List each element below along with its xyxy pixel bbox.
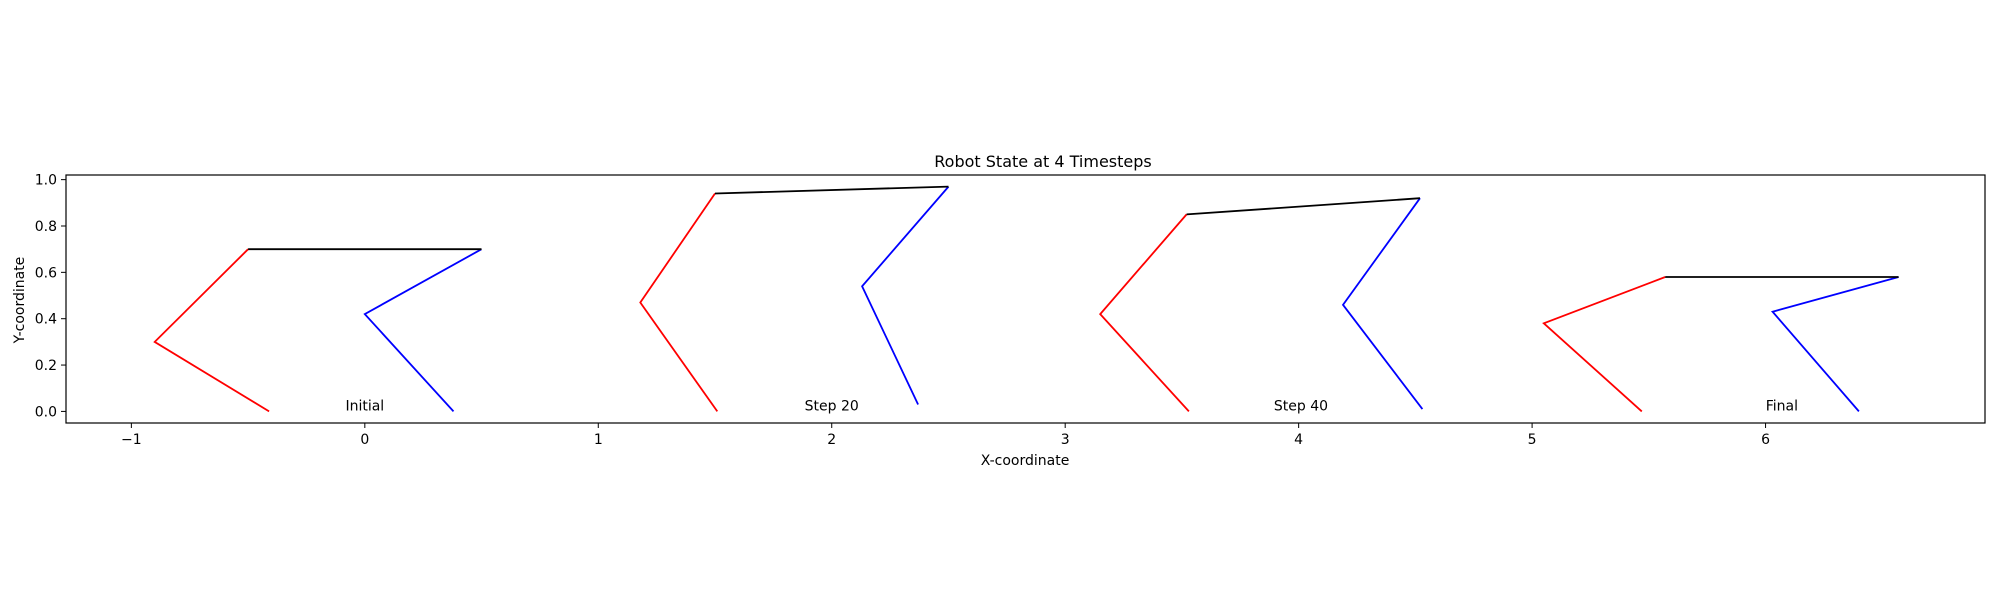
y-tick-label: 1.0 [35,173,57,189]
timestep-label: Initial [345,398,384,414]
x-tick-label: 1 [594,432,603,448]
y-tick-label: 0.6 [35,265,57,281]
timestep-label: Step 40 [1274,398,1328,414]
right-leg-line [1770,276,1899,412]
y-tick-label: 0.8 [35,219,57,235]
robot-pose-2: Step 20 [639,185,950,414]
y-tick-label: 0.0 [35,404,57,420]
x-axis: −1 0 1 2 3 4 5 6 [121,423,1770,448]
right-leg-line [861,186,950,405]
x-tick-label: −1 [121,432,142,448]
robot-pose-1: Initial [153,248,482,414]
x-axis-label: X-coordinate [981,453,1070,469]
chart-title: Robot State at 4 Timesteps [934,152,1151,171]
plot-area: Initial Step 20 Step 40 Final [153,185,1899,414]
timestep-label: Step 20 [805,398,859,414]
left-leg-line [1542,276,1666,413]
left-leg-line [153,248,270,413]
y-tick-label: 0.2 [35,358,57,374]
body-line [714,185,949,195]
x-tick-label: 2 [827,432,836,448]
left-leg-line [639,192,719,412]
x-tick-label: 4 [1294,432,1303,448]
y-tick-label: 0.4 [35,312,57,328]
timestep-label: Final [1766,398,1798,414]
robot-pose-4: Final [1542,276,1899,414]
y-axis-label: Y-coordinate [12,257,28,345]
body-line [1186,197,1421,216]
x-tick-label: 3 [1061,432,1070,448]
right-leg-line [363,248,482,413]
y-axis: 0.0 0.2 0.4 0.6 0.8 1.0 [35,173,66,420]
x-tick-label: 6 [1761,432,1770,448]
x-tick-label: 0 [360,432,369,448]
right-leg-line [1341,197,1424,410]
robot-pose-3: Step 40 [1098,197,1424,414]
left-leg-line [1098,213,1190,413]
plot-frame [65,174,1986,424]
x-tick-label: 5 [1528,432,1537,448]
